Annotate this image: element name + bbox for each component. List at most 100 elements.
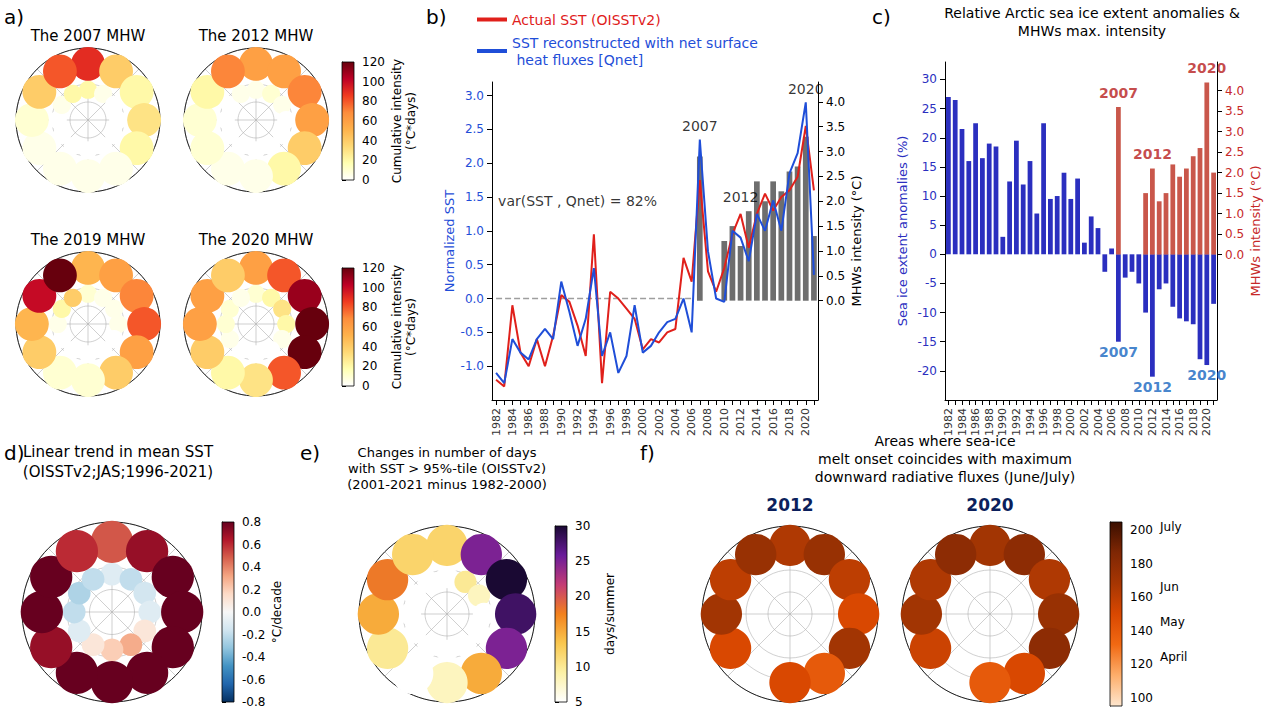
svg-text:2007: 2007: [1099, 344, 1138, 360]
svg-text:180: 180: [1130, 557, 1153, 571]
svg-text:5: 5: [575, 695, 583, 709]
svg-text:-10: -10: [917, 306, 937, 320]
svg-text:Changes in number of days: Changes in number of days: [358, 445, 537, 460]
svg-text:2018: 2018: [1187, 408, 1200, 436]
svg-text:2012: 2012: [1133, 379, 1172, 395]
svg-text:downward radiative fluxes (Jun: downward radiative fluxes (June/July): [815, 469, 1075, 485]
svg-text:The 2007 MHW: The 2007 MHW: [30, 27, 146, 45]
svg-text:var(SST , Qnet) = 82%: var(SST , Qnet) = 82%: [498, 193, 657, 209]
svg-text:2010: 2010: [718, 408, 731, 436]
svg-text:2012: 2012: [1133, 146, 1172, 162]
svg-text:1.0: 1.0: [826, 244, 845, 258]
svg-text:2.0: 2.0: [1225, 166, 1244, 180]
svg-text:Actual SST (OISSTv2): Actual SST (OISSTv2): [512, 12, 661, 28]
svg-text:2020: 2020: [1187, 367, 1226, 383]
svg-text:2008: 2008: [1119, 408, 1132, 436]
svg-text:3.0: 3.0: [826, 145, 845, 159]
svg-text:e): e): [300, 441, 320, 465]
svg-text:15: 15: [922, 160, 937, 174]
svg-text:1994: 1994: [1024, 408, 1037, 436]
svg-text:2.5: 2.5: [1225, 145, 1244, 159]
svg-text:1998: 1998: [1051, 408, 1064, 436]
svg-text:-15: -15: [917, 335, 937, 349]
svg-text:(°C*days): (°C*days): [404, 92, 418, 150]
svg-text:1996: 1996: [1037, 408, 1050, 436]
svg-text:3.0: 3.0: [1225, 125, 1244, 139]
svg-text:25: 25: [922, 102, 937, 116]
svg-text:2002: 2002: [653, 408, 666, 436]
svg-text:-0.6: -0.6: [242, 673, 265, 687]
svg-text:80: 80: [362, 300, 377, 314]
svg-text:1.5: 1.5: [465, 190, 484, 204]
svg-text:Jun: Jun: [1159, 580, 1179, 594]
svg-text:d): d): [4, 441, 25, 465]
svg-text:May: May: [1160, 615, 1185, 629]
svg-text:2006: 2006: [685, 408, 698, 436]
svg-text:1988: 1988: [538, 408, 551, 436]
svg-text:1992: 1992: [571, 408, 584, 436]
svg-text:140: 140: [1130, 624, 1153, 638]
svg-text:2006: 2006: [1105, 408, 1118, 436]
svg-text:2012: 2012: [723, 189, 759, 205]
svg-text:80: 80: [362, 94, 377, 108]
svg-text:-20: -20: [917, 364, 937, 378]
svg-text:Areas where sea-ice: Areas where sea-ice: [874, 433, 1015, 449]
svg-text:2020: 2020: [966, 495, 1013, 515]
svg-text:days/summer: days/summer: [603, 573, 617, 655]
svg-text:2000: 2000: [1064, 408, 1077, 436]
svg-text:2020: 2020: [799, 408, 812, 436]
svg-text:160: 160: [1130, 590, 1153, 604]
svg-text:10: 10: [922, 189, 937, 203]
svg-text:0.0: 0.0: [1225, 248, 1244, 262]
svg-text:1986: 1986: [969, 408, 982, 436]
svg-text:0.0: 0.0: [465, 292, 484, 306]
svg-text:-0.5: -0.5: [461, 325, 484, 339]
svg-text:0.2: 0.2: [242, 583, 261, 597]
svg-text:-5: -5: [925, 276, 937, 290]
svg-text:1994: 1994: [587, 408, 600, 436]
svg-text:2004: 2004: [669, 408, 682, 436]
svg-text:2018: 2018: [783, 408, 796, 436]
svg-text:0.5: 0.5: [465, 258, 484, 272]
svg-text:2007: 2007: [1099, 85, 1138, 101]
svg-text:July: July: [1159, 520, 1182, 534]
svg-text:-0.8: -0.8: [242, 695, 265, 709]
svg-text:1990: 1990: [996, 408, 1009, 436]
svg-text:2008: 2008: [701, 408, 714, 436]
svg-text:2012: 2012: [734, 408, 747, 436]
svg-text:2000: 2000: [636, 408, 649, 436]
svg-text:with SST > 95%-tile (OISSTv2): with SST > 95%-tile (OISSTv2): [348, 461, 546, 476]
svg-text:melt onset coincides with maxi: melt onset coincides with maximum: [818, 451, 1072, 467]
svg-text:The 2020 MHW: The 2020 MHW: [198, 231, 314, 249]
svg-text:0: 0: [362, 379, 370, 393]
svg-text:2020: 2020: [1187, 60, 1226, 76]
svg-text:2.5: 2.5: [826, 169, 845, 183]
svg-text:120: 120: [362, 261, 385, 275]
svg-text:1996: 1996: [604, 408, 617, 436]
svg-text:c): c): [872, 5, 891, 29]
svg-text:5: 5: [929, 218, 937, 232]
svg-text:0.4: 0.4: [242, 560, 261, 574]
svg-text:-0.2: -0.2: [242, 628, 265, 642]
svg-text:0.0: 0.0: [242, 605, 261, 619]
svg-text:Normalized SST: Normalized SST: [442, 190, 457, 292]
svg-text:30: 30: [922, 72, 937, 86]
svg-text:20: 20: [362, 153, 377, 167]
svg-text:3.5: 3.5: [826, 120, 845, 134]
svg-text:120: 120: [1130, 657, 1153, 671]
svg-text:0: 0: [362, 173, 370, 187]
svg-text:2.5: 2.5: [465, 122, 484, 136]
svg-text:2007: 2007: [682, 118, 718, 134]
svg-text:40: 40: [362, 340, 377, 354]
svg-text:f): f): [640, 441, 655, 465]
svg-text:2016: 2016: [767, 408, 780, 436]
svg-text:2020: 2020: [1200, 408, 1213, 436]
svg-text:Linear trend in mean SST: Linear trend in mean SST: [23, 443, 214, 461]
svg-text:Relative Arctic sea ice extent: Relative Arctic sea ice extent anomalies…: [944, 5, 1240, 21]
svg-text:2012: 2012: [766, 495, 813, 515]
svg-text:Cumulative intensity: Cumulative intensity: [390, 265, 404, 389]
svg-text:1984: 1984: [506, 408, 519, 436]
svg-text:3.0: 3.0: [465, 89, 484, 103]
svg-text:2014: 2014: [1160, 408, 1173, 436]
svg-text:MHWs intensity (°C): MHWs intensity (°C): [1248, 166, 1263, 297]
